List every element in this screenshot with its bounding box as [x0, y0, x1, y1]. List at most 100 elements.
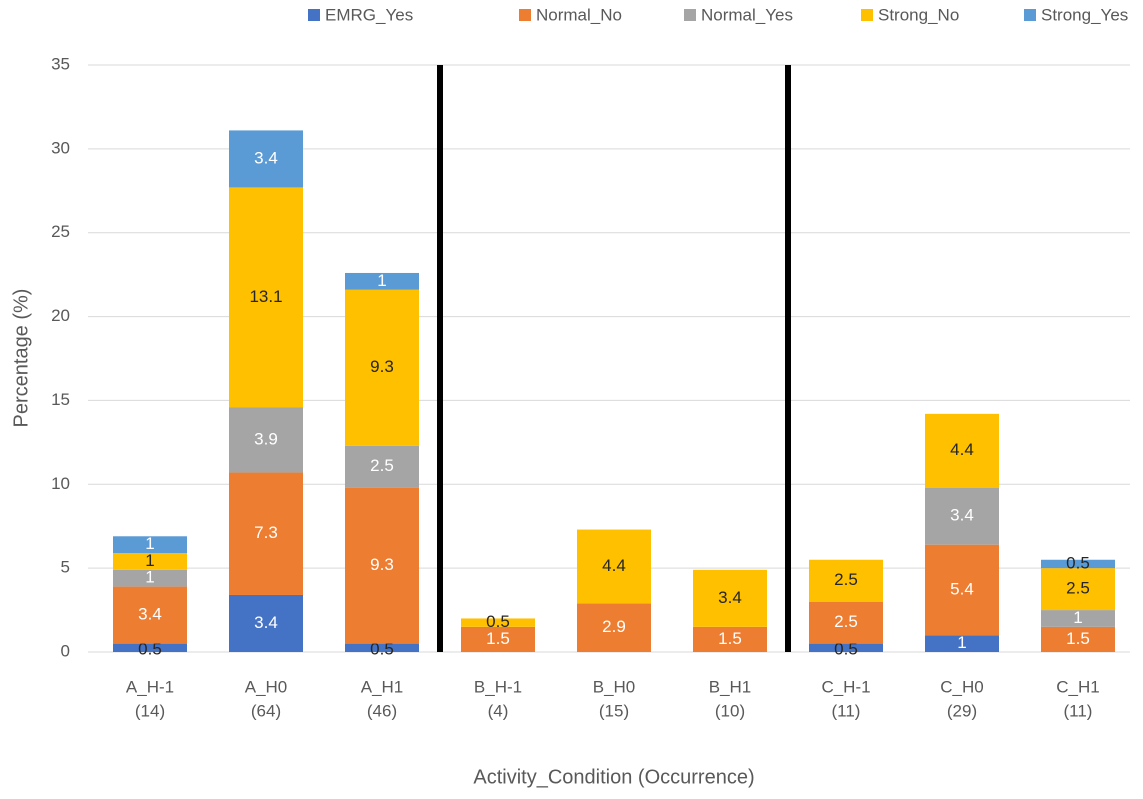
data-label: 2.5: [1066, 579, 1090, 598]
bar-segment: [461, 618, 535, 627]
x-tick-label: B_H1: [709, 677, 752, 696]
data-label: 3.4: [254, 148, 278, 167]
bar-segment: [925, 413, 999, 488]
data-label: 1: [1073, 608, 1082, 627]
bar-segment: [1041, 568, 1115, 611]
x-axis-title: Activity_Condition (Occurrence): [473, 766, 754, 788]
y-tick-label: 25: [51, 222, 70, 241]
legend-label: EMRG_Yes: [325, 5, 413, 24]
legend-label: Strong_No: [878, 5, 959, 24]
x-tick-label: C_H0: [940, 677, 983, 696]
bar-segment: [345, 643, 419, 652]
data-label: 5.4: [950, 579, 974, 598]
x-tick-label: B_H0: [593, 677, 636, 696]
bar-segment: [229, 407, 303, 473]
x-tick-label: (15): [599, 701, 629, 720]
bar-segment: [1041, 559, 1115, 569]
y-tick-label: 20: [51, 306, 70, 325]
data-label: 3.9: [254, 429, 278, 448]
legend-swatch: [519, 9, 531, 21]
data-label: 1: [957, 633, 966, 652]
bar-segment: [925, 544, 999, 636]
data-label: 3.4: [138, 605, 162, 624]
x-tick-label: C_H1: [1056, 677, 1099, 696]
legend-swatch: [1024, 9, 1036, 21]
bar-segment: [693, 569, 767, 627]
bar-segment: [229, 472, 303, 595]
data-label: 2.5: [370, 456, 394, 475]
bar-segment: [577, 603, 651, 652]
data-label: 13.1: [249, 287, 282, 306]
bar-segment: [345, 272, 419, 290]
bar-segment: [1041, 626, 1115, 652]
bar-segment: [113, 569, 187, 587]
bar-segment: [113, 553, 187, 570]
x-tick-label: (4): [488, 701, 509, 720]
data-label: 9.3: [370, 555, 394, 574]
data-label: 0.5: [138, 639, 162, 658]
y-tick-label: 5: [61, 558, 70, 577]
bar-segment: [809, 601, 883, 644]
data-label: 1.5: [1066, 629, 1090, 648]
bar-segment: [1041, 610, 1115, 627]
y-tick-label: 15: [51, 390, 70, 409]
x-tick-label: (10): [715, 701, 745, 720]
bar-segment: [809, 643, 883, 652]
data-label: 2.5: [834, 570, 858, 589]
bar-segment: [693, 626, 767, 652]
x-tick-label: (11): [1064, 701, 1093, 720]
data-label: 4.4: [602, 556, 626, 575]
y-tick-label: 10: [51, 474, 70, 493]
y-axis-title: Percentage (%): [10, 289, 32, 428]
data-label: 9.3: [370, 357, 394, 376]
bar-segment: [229, 130, 303, 188]
x-tick-label: (14): [135, 701, 165, 720]
bar-segment: [113, 536, 187, 554]
x-tick-label: (29): [947, 701, 977, 720]
legend-label: Normal_Yes: [701, 5, 793, 24]
bar-segment: [809, 559, 883, 602]
bar-segment: [113, 643, 187, 652]
bar-segment: [229, 594, 303, 652]
y-tick-label: 0: [61, 641, 70, 660]
data-label: 0.5: [1066, 553, 1090, 572]
bar-segment: [461, 626, 535, 652]
bar-segment: [345, 289, 419, 446]
x-tick-label: A_H0: [245, 677, 288, 696]
data-label: 1: [377, 271, 386, 290]
x-tick-label: (46): [367, 701, 397, 720]
y-tick-label: 35: [51, 54, 70, 73]
legend-swatch: [308, 9, 320, 21]
data-label: 7.3: [254, 523, 278, 542]
x-tick-label: (64): [251, 701, 281, 720]
legend-swatch: [861, 9, 873, 21]
x-tick-label: A_H1: [361, 677, 404, 696]
y-tick-label: 30: [51, 138, 70, 157]
bar-segment: [113, 586, 187, 644]
x-tick-label: (11): [832, 701, 861, 720]
data-label: 1.5: [718, 629, 742, 648]
data-label: 1: [145, 534, 154, 553]
bar-segment: [345, 445, 419, 488]
bar-segment: [345, 487, 419, 644]
bar-segment: [925, 487, 999, 545]
x-tick-label: B_H-1: [474, 677, 522, 696]
data-label: 2.5: [834, 612, 858, 631]
data-label: 1: [145, 568, 154, 587]
data-label: 3.4: [718, 588, 742, 607]
data-label: 0.5: [486, 612, 510, 631]
x-tick-label: C_H-1: [821, 677, 870, 696]
legend-label: Strong_Yes: [1041, 5, 1128, 24]
x-tick-label: A_H-1: [126, 677, 174, 696]
bar-segment: [925, 635, 999, 652]
data-label: 0.5: [370, 639, 394, 658]
bar-segment: [577, 529, 651, 604]
data-label: 0.5: [834, 639, 858, 658]
data-label: 3.4: [254, 613, 278, 632]
bar-segment: [229, 187, 303, 408]
data-label: 1.5: [486, 629, 510, 648]
legend-label: Normal_No: [536, 5, 622, 24]
data-label: 2.9: [602, 617, 626, 636]
data-label: 4.4: [950, 440, 974, 459]
